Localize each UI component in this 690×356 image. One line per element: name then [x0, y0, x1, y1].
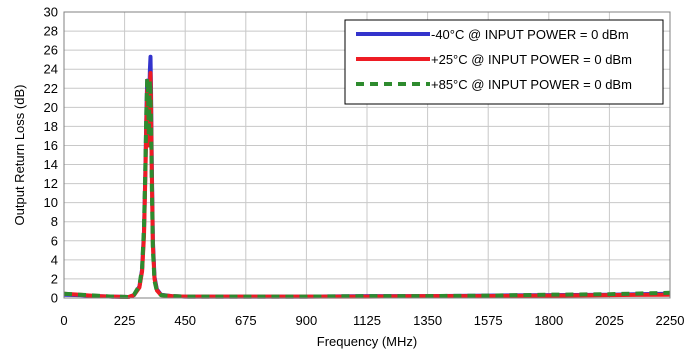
- plot-area-border: [63, 11, 671, 299]
- x-axis-tick-labels: 0 225 450 675 900 1125 1350 1575 1800 2025 2250: [60, 313, 684, 328]
- y-tick-label: 16: [44, 138, 58, 153]
- y-tick-label: 28: [44, 24, 58, 39]
- x-tick-label: 450: [174, 313, 196, 328]
- y-tick-label: 18: [44, 119, 58, 134]
- y-tick-label: 2: [51, 271, 58, 286]
- y-tick-label: 6: [51, 233, 58, 248]
- x-tick-label: 0: [60, 313, 67, 328]
- y-axis-title: Output Return Loss (dB): [12, 85, 27, 226]
- x-tick-label: 1575: [474, 313, 503, 328]
- y-tick-label: 20: [44, 100, 58, 115]
- y-tick-label: 8: [51, 214, 58, 229]
- x-tick-label: 1800: [534, 313, 563, 328]
- series-lines: [63, 54, 671, 299]
- legend-label-3: +85°C @ INPUT POWER = 0 dBm: [431, 77, 632, 92]
- y-tick-label: 30: [44, 5, 58, 20]
- legend-label-2: +25°C @ INPUT POWER = 0 dBm: [431, 52, 632, 67]
- y-tick-label: 12: [44, 176, 58, 191]
- x-tick-label: 675: [235, 313, 257, 328]
- x-tick-label: 1125: [353, 313, 381, 328]
- y-tick-label: 22: [44, 81, 58, 96]
- x-tick-label: 1350: [413, 313, 442, 328]
- legend-label-1: -40°C @ INPUT POWER = 0 dBm: [431, 27, 629, 42]
- x-axis-title: Frequency (MHz): [317, 334, 417, 349]
- legend: -40°C @ INPUT POWER = 0 dBm +25°C @ INPUT…: [344, 19, 664, 105]
- y-tick-label: 4: [51, 252, 58, 267]
- y-tick-label: 24: [44, 62, 58, 77]
- x-tick-label: 2025: [595, 313, 624, 328]
- y-tick-label: 10: [44, 195, 58, 210]
- series-line-3: [63, 76, 671, 299]
- x-tick-label: 225: [114, 313, 136, 328]
- y-tick-label: 14: [44, 157, 58, 172]
- x-tick-label: 900: [296, 313, 318, 328]
- x-tick-label: 2250: [656, 313, 685, 328]
- y-tick-label: 26: [44, 43, 58, 58]
- y-tick-label: 0: [51, 291, 58, 306]
